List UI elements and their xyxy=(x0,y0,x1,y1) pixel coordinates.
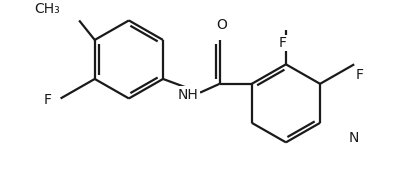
Text: N: N xyxy=(349,132,359,145)
Text: F: F xyxy=(279,36,287,50)
Text: NH: NH xyxy=(178,88,199,102)
Text: CH₃: CH₃ xyxy=(34,2,59,16)
Text: F: F xyxy=(356,68,364,82)
Text: O: O xyxy=(216,18,227,32)
Text: F: F xyxy=(44,93,52,107)
